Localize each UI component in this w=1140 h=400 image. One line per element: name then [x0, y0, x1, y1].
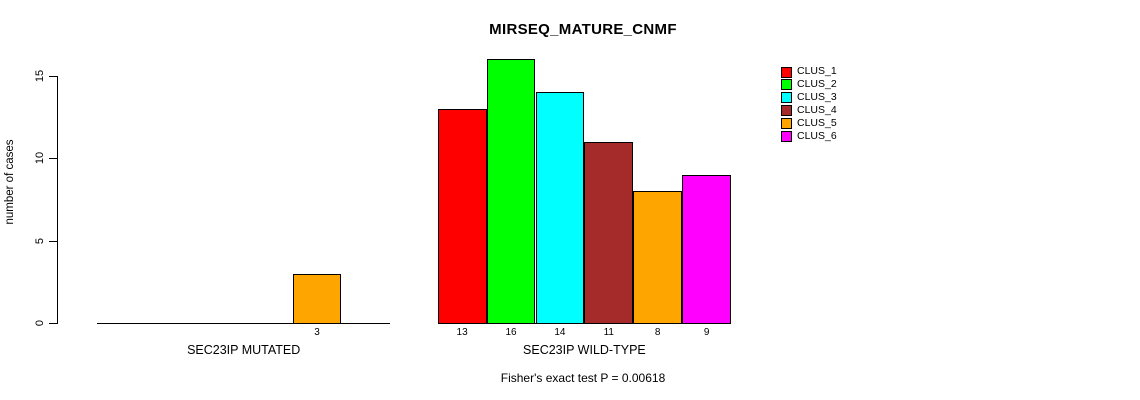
legend-swatch-CLUS_3 — [781, 92, 792, 104]
bar-value-label: 16 — [505, 327, 517, 338]
legend-swatch-CLUS_1 — [781, 66, 792, 78]
bar-value-label: 13 — [456, 327, 468, 338]
legend-label-CLUS_1: CLUS_1 — [797, 65, 837, 77]
y-tick-label: 5 — [34, 237, 46, 244]
y-axis-line — [57, 75, 58, 324]
y-tick-label: 10 — [34, 152, 46, 165]
legend-swatch-CLUS_5 — [781, 118, 792, 130]
bar-value-label: 11 — [603, 327, 614, 338]
bar-CLUS_5 — [633, 191, 683, 324]
bar-CLUS_2 — [486, 59, 536, 324]
group-label: SEC23IP WILD-TYPE — [523, 343, 646, 357]
y-tick — [49, 158, 57, 160]
legend-swatch-CLUS_4 — [781, 105, 792, 117]
legend-label-CLUS_4: CLUS_4 — [797, 103, 837, 116]
legend-label-CLUS_5: CLUS_5 — [797, 116, 837, 129]
y-tick — [49, 75, 57, 77]
x-axis-line — [97, 323, 391, 324]
y-tick — [49, 323, 57, 324]
legend-label-CLUS_3: CLUS_3 — [797, 90, 837, 103]
legend-swatch-CLUS_2 — [781, 79, 792, 91]
bar-CLUS_3 — [535, 92, 585, 324]
bar-CLUS_6 — [682, 174, 731, 324]
chart-title: MIRSEQ_MATURE_CNMF — [489, 21, 677, 38]
bar-CLUS_5 — [292, 273, 342, 324]
legend-swatch-CLUS_6 — [781, 131, 792, 142]
y-axis-label: number of cases — [4, 139, 16, 225]
y-tick-label: 15 — [34, 69, 46, 82]
bar-value-label: 8 — [654, 327, 661, 338]
y-tick-label: 0 — [34, 319, 46, 327]
bar-value-label: 9 — [703, 327, 710, 338]
bar-value-label: 3 — [314, 327, 320, 338]
group-label: SEC23IP MUTATED — [187, 343, 301, 357]
legend-label-CLUS_2: CLUS_2 — [797, 77, 837, 90]
legend-label-CLUS_6: CLUS_6 — [797, 129, 837, 142]
bar-CLUS_1 — [437, 108, 487, 324]
bar-CLUS_4 — [584, 141, 634, 324]
y-tick — [49, 240, 57, 242]
bar-value-label: 14 — [554, 327, 566, 338]
fisher-test-annotation: Fisher's exact test P = 0.00618 — [500, 371, 666, 385]
